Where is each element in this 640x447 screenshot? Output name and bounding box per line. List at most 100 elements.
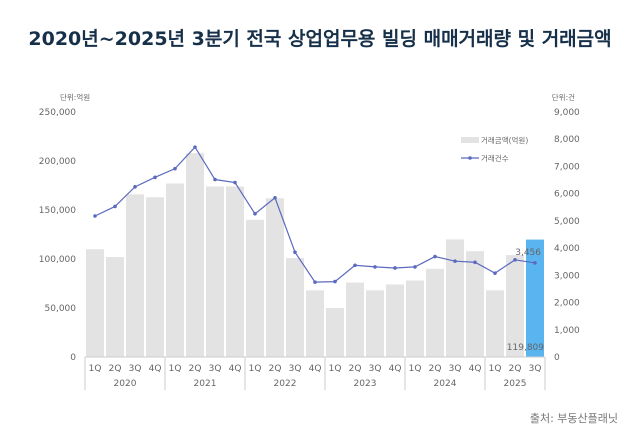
bar [326,308,344,357]
legend-line-label: 거래건수 [481,153,509,163]
bar [446,239,464,357]
bar [166,183,184,357]
count-point [313,280,317,284]
right-tick-label: 5,000 [554,217,580,227]
quarter-label: 2Q [189,364,202,374]
count-point [393,266,397,270]
quarter-label: 1Q [169,364,182,374]
count-point [273,195,277,200]
right-tick-label: 4,000 [554,244,580,254]
quarter-label: 4Q [389,364,402,374]
left-tick-label: 200,000 [39,157,76,167]
bar [406,280,424,357]
quarter-label: 2Q [269,364,282,374]
right-tick-label: 3,000 [554,271,580,281]
chart-title: 2020년~2025년 3분기 전국 상업업무용 빌딩 매매거래량 및 거래금액 [28,28,612,50]
count-point [433,254,437,259]
bar [186,153,204,357]
bar [246,219,264,357]
bar [366,290,384,357]
legend-line-marker [468,156,472,160]
quarter-label: 1Q [249,364,262,374]
quarter-label: 3Q [529,364,542,374]
quarter-label: 2Q [509,364,522,374]
bar [126,194,144,357]
bar [466,251,484,357]
count-point [113,204,117,209]
quarter-label: 1Q [329,364,342,374]
right-axis-unit: 단위:건 [552,92,575,102]
right-tick-label: 8,000 [554,135,580,145]
quarter-label: 1Q [489,364,502,374]
count-point [93,214,97,218]
quarter-label: 2Q [429,364,442,374]
right-tick-label: 0 [554,353,560,363]
quarter-label: 3Q [289,364,302,374]
count-point [453,259,457,263]
quarter-label: 2Q [349,364,362,374]
count-point [513,258,517,262]
count-point [533,261,537,265]
legend-bar-label: 거래금액(억원) [481,135,528,145]
bar [286,258,304,357]
bar [346,282,364,357]
quarter-label: 1Q [89,364,102,374]
year-label: 2020 [114,379,137,389]
year-label: 2022 [274,379,297,389]
bar [486,290,504,357]
source-note: 출처: 부동산플래닛 [529,412,618,425]
legend-bar-swatch [461,137,479,143]
quarter-label: 4Q [309,364,322,374]
year-label: 2021 [194,379,217,389]
right-tick-label: 6,000 [554,190,580,200]
left-tick-label: 0 [70,353,76,363]
right-tick-label: 1,000 [554,326,580,336]
bar [306,290,324,357]
bar [386,284,404,357]
right-tick-label: 7,000 [554,162,580,172]
bar [206,186,224,357]
count-point [293,250,297,254]
count-point [333,279,337,284]
count-point [493,271,497,275]
left-tick-label: 50,000 [45,304,77,314]
count-point [213,177,217,182]
quarter-label: 3Q [209,364,222,374]
bar [226,186,244,357]
last-point-label: 3,456 [515,248,541,258]
bar [266,198,284,357]
count-point [373,265,377,269]
bar [526,239,544,357]
quarter-label: 1Q [409,364,422,374]
quarter-label: 4Q [149,364,162,374]
year-label: 2025 [504,379,527,389]
right-tick-label: 9,000 [554,108,580,118]
count-point [353,263,357,268]
count-point [133,185,137,189]
quarter-label: 4Q [229,364,242,374]
bar [426,268,444,357]
left-axis-unit: 단위:억원 [60,92,90,102]
count-point [173,166,177,171]
bar [146,197,164,357]
count-point [233,180,237,185]
left-tick-label: 100,000 [39,255,76,265]
quarter-label: 3Q [369,364,382,374]
left-tick-label: 250,000 [39,108,76,118]
count-point [193,145,197,149]
quarter-label: 4Q [469,364,482,374]
last-bar-label: 119,809 [507,343,544,353]
year-label: 2024 [434,379,457,389]
bar [86,249,104,357]
quarter-label: 3Q [449,364,462,374]
count-point [253,212,257,216]
bar [106,257,124,357]
year-label: 2023 [354,379,377,389]
left-tick-label: 150,000 [39,206,76,216]
bar [506,255,524,357]
quarter-label: 2Q [109,364,122,374]
count-point [413,265,417,269]
count-point [473,260,477,265]
quarter-label: 3Q [129,364,142,374]
